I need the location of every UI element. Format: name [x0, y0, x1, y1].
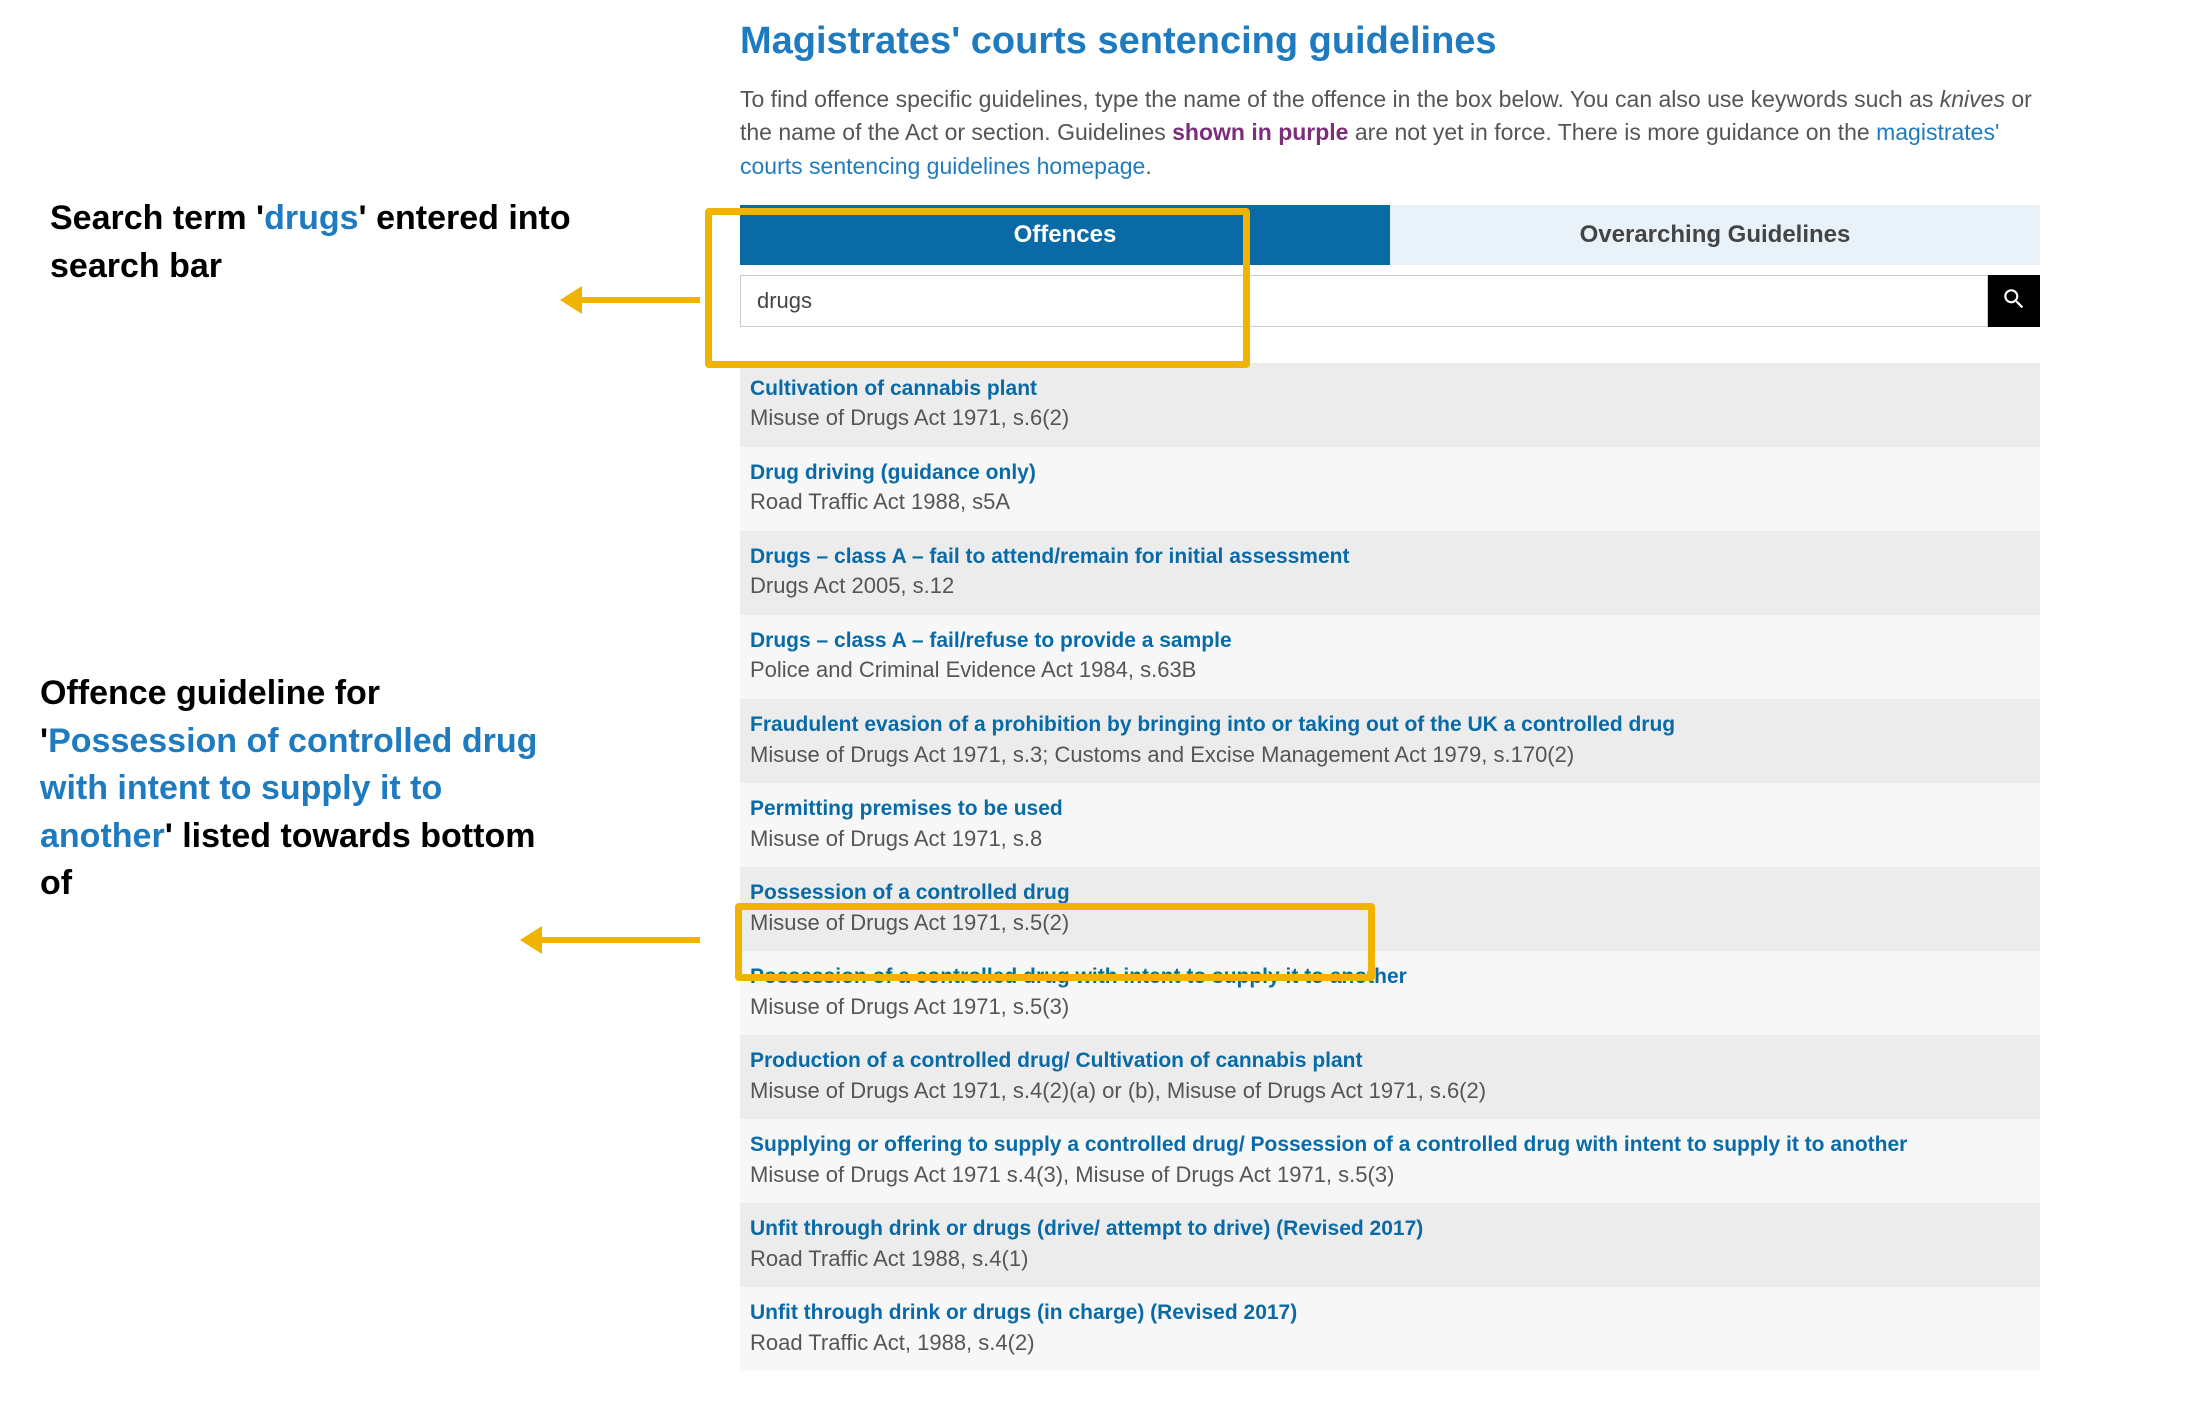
result-title: Supplying or offering to supply a contro…	[750, 1131, 2030, 1159]
result-item[interactable]: Drugs – class A – fail to attend/remain …	[740, 531, 2040, 615]
result-item[interactable]: Possession of a controlled drug with int…	[740, 951, 2040, 1035]
result-subtitle: Road Traffic Act 1988, s.4(1)	[750, 1244, 2030, 1274]
result-title: Production of a controlled drug/ Cultiva…	[750, 1047, 2030, 1075]
result-subtitle: Misuse of Drugs Act 1971, s.4(2)(a) or (…	[750, 1076, 2030, 1106]
result-subtitle: Misuse of Drugs Act 1971 s.4(3), Misuse …	[750, 1160, 2030, 1190]
guidelines-panel: Magistrates' courts sentencing guideline…	[740, 20, 2040, 1371]
result-title: Possession of a controlled drug	[750, 879, 2030, 907]
result-title: Permitting premises to be used	[750, 795, 2030, 823]
result-subtitle: Police and Criminal Evidence Act 1984, s…	[750, 655, 2030, 685]
result-subtitle: Misuse of Drugs Act 1971, s.8	[750, 824, 2030, 854]
search-row	[740, 275, 2040, 327]
tabs-row: Offences Overarching Guidelines	[740, 205, 2040, 265]
tab-overarching[interactable]: Overarching Guidelines	[1390, 205, 2040, 265]
tab-offences[interactable]: Offences	[740, 205, 1390, 265]
annotation-search-term: Search term 'drugs' entered into search …	[50, 195, 590, 290]
results-list: Cultivation of cannabis plant Misuse of …	[740, 363, 2040, 1371]
annotation-highlight: drugs	[264, 199, 358, 237]
intro-purple: shown in purple	[1172, 119, 1348, 145]
result-item[interactable]: Unfit through drink or drugs (drive/ att…	[740, 1203, 2040, 1287]
result-title: Possession of a controlled drug with int…	[750, 963, 2030, 991]
result-title: Unfit through drink or drugs (drive/ att…	[750, 1215, 2030, 1243]
search-icon	[2001, 286, 2027, 317]
result-item[interactable]: Fraudulent evasion of a prohibition by b…	[740, 699, 2040, 783]
result-subtitle: Misuse of Drugs Act 1971, s.3; Customs a…	[750, 740, 2030, 770]
intro-keyword: knives	[1940, 86, 2005, 112]
result-subtitle: Misuse of Drugs Act 1971, s.6(2)	[750, 403, 2030, 433]
search-input[interactable]	[740, 275, 1988, 327]
page-title: Magistrates' courts sentencing guideline…	[740, 20, 2040, 63]
intro-text: To find offence specific guidelines, typ…	[740, 86, 1940, 112]
result-item[interactable]: Production of a controlled drug/ Cultiva…	[740, 1035, 2040, 1119]
result-item[interactable]: Cultivation of cannabis plant Misuse of …	[740, 363, 2040, 447]
result-item[interactable]: Drug driving (guidance only) Road Traffi…	[740, 447, 2040, 531]
result-title: Drugs – class A – fail to attend/remain …	[750, 543, 2030, 571]
search-button[interactable]	[1988, 275, 2040, 327]
result-subtitle: Road Traffic Act, 1988, s.4(2)	[750, 1328, 2030, 1358]
annotation-offence-guideline: Offence guideline for 'Possession of con…	[40, 670, 560, 908]
intro-text: .	[1145, 153, 1151, 179]
result-item[interactable]: Permitting premises to be used Misuse of…	[740, 783, 2040, 867]
intro-text: are not yet in force. There is more guid…	[1348, 119, 1876, 145]
result-item[interactable]: Supplying or offering to supply a contro…	[740, 1119, 2040, 1203]
result-title: Fraudulent evasion of a prohibition by b…	[750, 711, 2030, 739]
result-subtitle: Misuse of Drugs Act 1971, s.5(2)	[750, 908, 2030, 938]
result-title: Drug driving (guidance only)	[750, 459, 2030, 487]
result-item[interactable]: Possession of a controlled drug Misuse o…	[740, 867, 2040, 951]
intro-paragraph: To find offence specific guidelines, typ…	[740, 83, 2040, 183]
result-title: Drugs – class A – fail/refuse to provide…	[750, 627, 2030, 655]
result-subtitle: Drugs Act 2005, s.12	[750, 571, 2030, 601]
annotation-text: Search term '	[50, 199, 264, 237]
result-item[interactable]: Drugs – class A – fail/refuse to provide…	[740, 615, 2040, 699]
result-subtitle: Road Traffic Act 1988, s5A	[750, 487, 2030, 517]
result-title: Unfit through drink or drugs (in charge)…	[750, 1299, 2030, 1327]
result-title: Cultivation of cannabis plant	[750, 375, 2030, 403]
result-subtitle: Misuse of Drugs Act 1971, s.5(3)	[750, 992, 2030, 1022]
result-item[interactable]: Unfit through drink or drugs (in charge)…	[740, 1287, 2040, 1371]
